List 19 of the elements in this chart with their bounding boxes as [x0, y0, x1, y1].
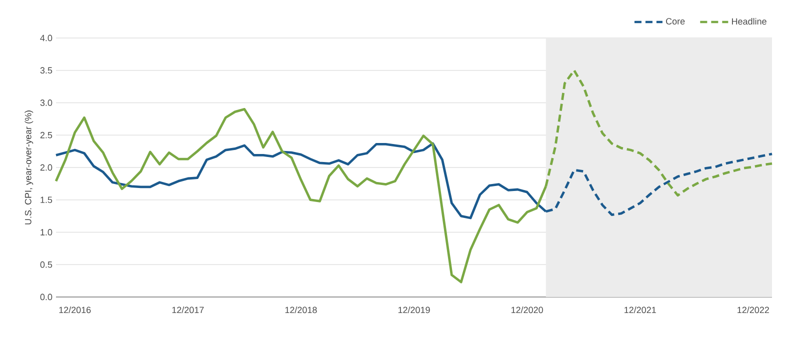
x-tick-label: 12/2022 — [738, 306, 769, 314]
y-tick-label: 2.5 — [40, 132, 52, 138]
y-tick-label: 4.0 — [40, 34, 52, 42]
x-tick-label: 12/2016 — [59, 306, 91, 314]
x-tick-label: 12/2019 — [398, 306, 430, 314]
y-tick-label: 2.0 — [40, 164, 52, 171]
y-tick-label: 3.5 — [40, 67, 52, 74]
y-tick-label: 1.0 — [40, 229, 52, 236]
y-tick-label: 0.5 — [40, 261, 52, 268]
x-tick-label: 12/2020 — [511, 306, 543, 314]
legend-label: Headline — [732, 18, 766, 25]
x-tick-label: 12/2018 — [285, 306, 317, 314]
y-tick-label: 0.0 — [40, 294, 52, 300]
y-axis-title: U.S. CPI, year-over-year (%) — [24, 110, 34, 224]
y-tick-label: 3.0 — [40, 100, 52, 106]
x-tick-label: 12/2021 — [624, 306, 656, 314]
y-tick-label: 1.5 — [40, 196, 52, 204]
x-tick-label: 12/2017 — [172, 306, 204, 314]
legend-label: Core — [666, 18, 685, 24]
